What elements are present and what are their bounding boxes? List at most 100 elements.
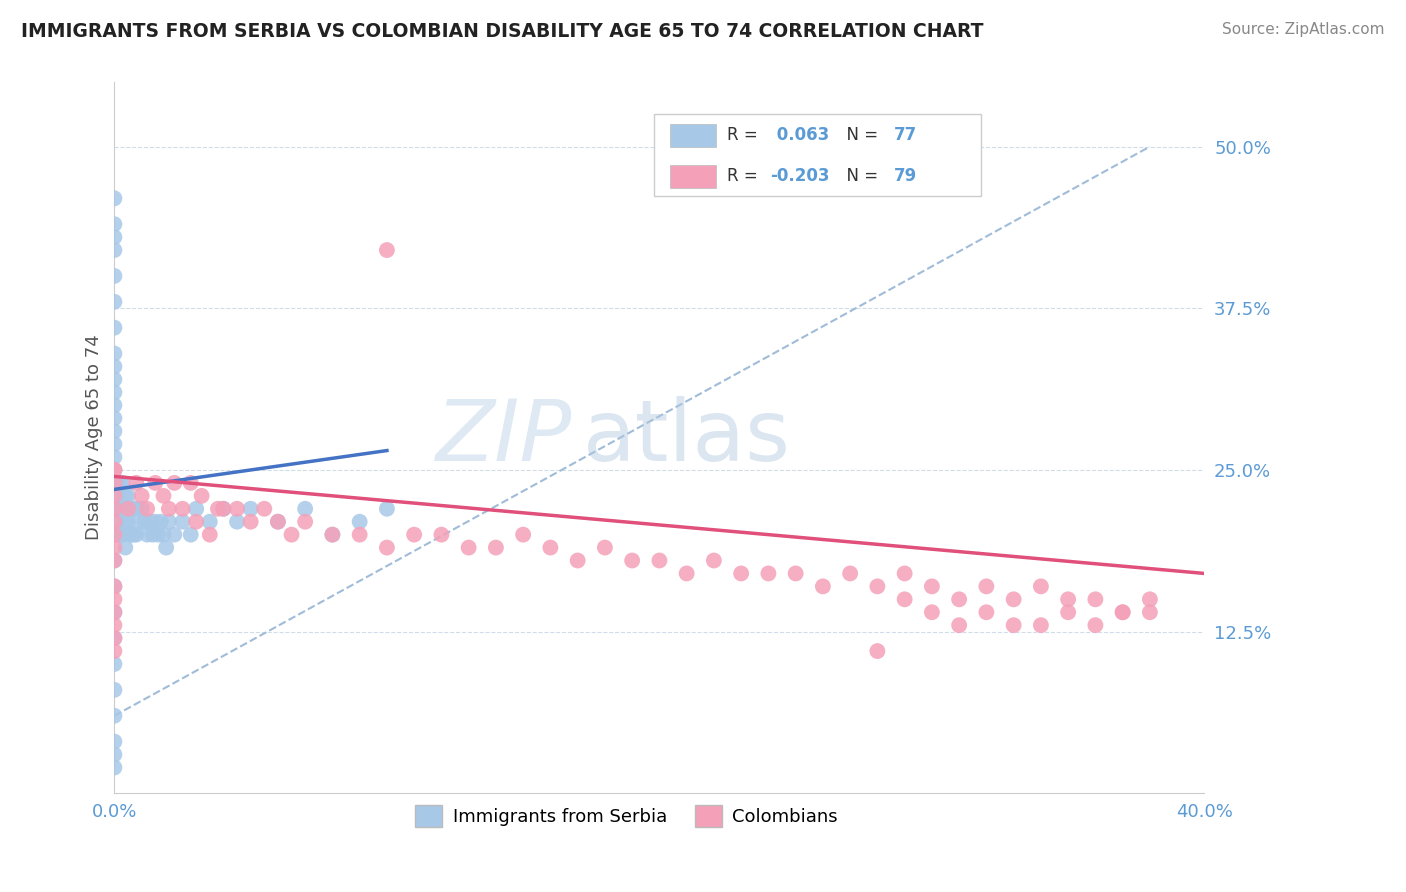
Point (103, 734, 125, 748)
Point (139, 515, 162, 529)
Point (1084, 592, 1107, 607)
Point (1029, 579, 1052, 593)
Point (485, 541, 508, 555)
Point (267, 515, 290, 529)
Point (866, 644, 889, 658)
Point (239, 515, 262, 529)
Point (186, 501, 208, 516)
Point (103, 475, 125, 490)
Point (375, 501, 398, 516)
Point (103, 268, 125, 283)
Text: 0.063: 0.063 (770, 126, 828, 145)
Point (294, 515, 316, 529)
Point (893, 592, 915, 607)
Point (239, 501, 262, 516)
Text: atlas: atlas (583, 396, 792, 479)
Point (122, 527, 145, 541)
Point (103, 489, 125, 503)
Point (117, 501, 139, 516)
Point (125, 475, 148, 490)
Point (103, 657, 125, 671)
Point (321, 527, 343, 541)
Point (976, 579, 998, 593)
Text: N =: N = (837, 126, 883, 145)
Point (103, 359, 125, 374)
Point (948, 592, 970, 607)
Point (103, 294, 125, 309)
Point (136, 527, 159, 541)
Point (404, 527, 426, 541)
Point (103, 592, 125, 607)
Point (108, 501, 131, 516)
Y-axis label: Disability Age 65 to 74: Disability Age 65 to 74 (86, 334, 103, 541)
Point (207, 501, 229, 516)
Point (143, 515, 166, 529)
Point (648, 553, 671, 567)
Point (349, 515, 371, 529)
Point (120, 527, 142, 541)
Legend: Immigrants from Serbia, Colombians: Immigrants from Serbia, Colombians (408, 797, 845, 834)
Point (212, 501, 235, 516)
Point (125, 527, 148, 541)
Point (103, 515, 125, 529)
Point (103, 320, 125, 334)
Point (114, 489, 136, 503)
Point (103, 682, 125, 697)
Point (1139, 605, 1161, 619)
Point (180, 475, 202, 490)
Point (163, 475, 186, 490)
Point (103, 605, 125, 619)
Point (105, 501, 128, 516)
Point (1002, 618, 1025, 632)
Point (294, 501, 316, 516)
Point (172, 515, 194, 529)
Text: N =: N = (837, 167, 883, 185)
Point (111, 475, 134, 490)
Point (136, 501, 159, 516)
Point (103, 501, 125, 516)
Point (811, 579, 834, 593)
Point (621, 553, 644, 567)
Point (103, 708, 125, 723)
Point (103, 527, 125, 541)
Point (103, 605, 125, 619)
Point (212, 501, 235, 516)
Point (103, 463, 125, 477)
Point (866, 579, 889, 593)
Text: R =: R = (727, 126, 763, 145)
Point (131, 501, 153, 516)
Point (186, 515, 208, 529)
Point (675, 566, 697, 581)
Text: -0.203: -0.203 (770, 167, 830, 185)
Bar (654, 114, 981, 195)
Point (893, 566, 915, 581)
Point (921, 579, 943, 593)
Point (103, 424, 125, 438)
Point (103, 644, 125, 658)
Point (785, 566, 807, 581)
Point (103, 191, 125, 205)
Point (103, 411, 125, 425)
Point (180, 527, 202, 541)
Point (253, 501, 276, 516)
Point (152, 527, 174, 541)
Point (103, 553, 125, 567)
Text: R =: R = (727, 167, 763, 185)
Point (103, 747, 125, 762)
Point (976, 605, 998, 619)
Point (512, 527, 534, 541)
Text: 79: 79 (894, 167, 917, 185)
Point (103, 230, 125, 244)
Point (103, 579, 125, 593)
Point (103, 450, 125, 464)
Point (103, 579, 125, 593)
Point (125, 501, 148, 516)
Point (198, 527, 221, 541)
Text: 77: 77 (894, 126, 917, 145)
Text: IMMIGRANTS FROM SERBIA VS COLOMBIAN DISABILITY AGE 65 TO 74 CORRELATION CHART: IMMIGRANTS FROM SERBIA VS COLOMBIAN DISA… (21, 22, 984, 41)
Point (103, 437, 125, 451)
Bar (671, 165, 716, 188)
Point (103, 463, 125, 477)
Point (349, 527, 371, 541)
Point (321, 527, 343, 541)
